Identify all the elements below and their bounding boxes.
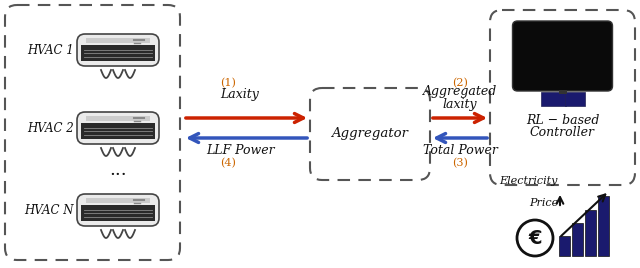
- Bar: [572, 223, 583, 256]
- Text: Aggregator: Aggregator: [332, 128, 408, 140]
- FancyBboxPatch shape: [541, 92, 566, 106]
- FancyBboxPatch shape: [77, 34, 159, 66]
- Bar: [559, 236, 570, 256]
- FancyBboxPatch shape: [513, 21, 612, 91]
- Text: HVAC 1: HVAC 1: [28, 43, 74, 57]
- FancyBboxPatch shape: [81, 205, 155, 221]
- FancyBboxPatch shape: [310, 88, 430, 180]
- Text: Price: Price: [529, 198, 558, 208]
- FancyBboxPatch shape: [86, 38, 150, 43]
- Circle shape: [517, 220, 553, 256]
- Text: Laxity: Laxity: [221, 88, 259, 101]
- Text: RL − based: RL − based: [526, 114, 599, 127]
- Text: (2): (2): [452, 78, 468, 88]
- Text: Electricity: Electricity: [500, 176, 558, 186]
- Text: €: €: [528, 229, 541, 248]
- Text: (1): (1): [220, 78, 236, 88]
- FancyBboxPatch shape: [559, 90, 566, 94]
- Text: laxity: laxity: [443, 98, 477, 111]
- Text: (3): (3): [452, 158, 468, 168]
- FancyBboxPatch shape: [81, 45, 155, 61]
- FancyBboxPatch shape: [564, 92, 584, 106]
- Text: Aggregated: Aggregated: [423, 85, 497, 98]
- FancyBboxPatch shape: [77, 194, 159, 226]
- Text: Total Power: Total Power: [422, 144, 497, 157]
- Text: ...: ...: [109, 161, 127, 179]
- FancyBboxPatch shape: [5, 5, 180, 260]
- Bar: [585, 210, 596, 256]
- Bar: [598, 196, 609, 256]
- Text: (4): (4): [220, 158, 236, 168]
- FancyBboxPatch shape: [77, 112, 159, 144]
- FancyBboxPatch shape: [86, 116, 150, 121]
- Text: HVAC N: HVAC N: [24, 203, 74, 217]
- FancyBboxPatch shape: [81, 123, 155, 139]
- Text: HVAC 2: HVAC 2: [28, 121, 74, 135]
- FancyBboxPatch shape: [490, 10, 635, 185]
- FancyBboxPatch shape: [86, 198, 150, 203]
- Text: LLF Power: LLF Power: [205, 144, 275, 157]
- Text: Controller: Controller: [530, 126, 595, 139]
